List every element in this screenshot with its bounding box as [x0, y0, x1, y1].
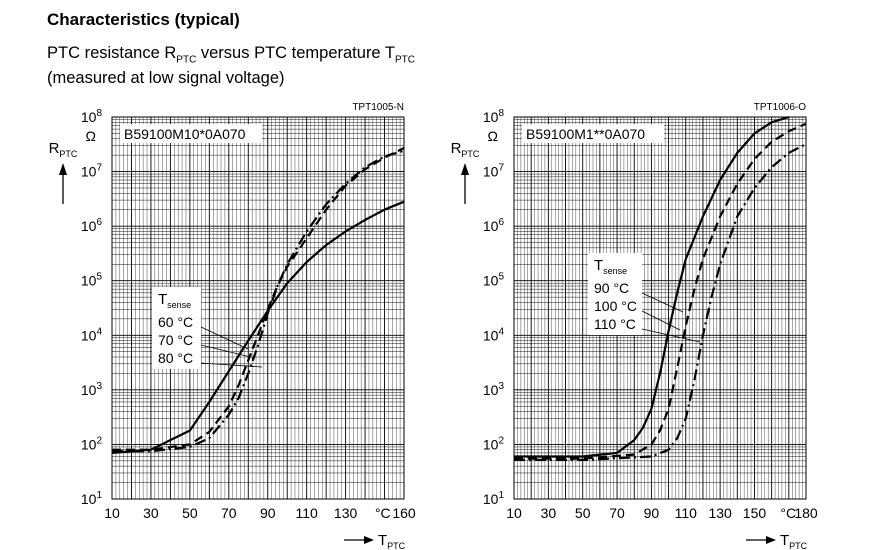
legend-leader-line	[641, 328, 701, 343]
chart-2: B59100M1**0A070 TPT1006-O 101 102 103 104 105 1…	[451, 102, 818, 550]
x-axis-arrow-head	[766, 536, 776, 544]
y-tick-label: 101	[81, 490, 103, 507]
chart-1: B59100M10*0A070 TPT1005-N 101 102 103 104 105 1…	[49, 102, 416, 550]
y-axis-arrow-head	[461, 163, 469, 175]
y-tick-label: 108	[81, 108, 103, 125]
y-tick-label: 107	[483, 163, 505, 180]
part-label-box	[120, 124, 262, 143]
x-tick-label: 10	[104, 505, 120, 521]
legend-entry: 110 °C	[594, 316, 636, 332]
y-tick-label: 102	[81, 435, 103, 452]
y-tick-label: 107	[81, 163, 103, 180]
x-tick-label: 110	[675, 505, 698, 521]
y-tick-label: 104	[483, 326, 505, 343]
series-line-1	[111, 200, 405, 454]
legend-leader-line	[200, 362, 263, 368]
subtitle-subscript: PTC	[176, 54, 197, 66]
x-tick-label: 30	[541, 505, 557, 521]
y-tick-label: 102	[483, 435, 505, 452]
x-tick-label: 90	[644, 505, 660, 521]
legend-leader-line	[641, 310, 681, 331]
part-label: B59100M1**0A070	[526, 126, 645, 142]
y-axis-label: RPTC	[451, 140, 480, 159]
y-axis-label: RPTC	[49, 140, 78, 159]
y-tick-label: 103	[81, 381, 103, 398]
section-heading: Characteristics (typical)	[47, 10, 240, 29]
part-label: B59100M10*0A070	[124, 126, 246, 142]
chart-code: TPT1005-N	[352, 102, 404, 113]
part-label-box	[522, 124, 664, 143]
x-tick-label: 70	[221, 505, 237, 521]
plot-frame	[513, 116, 807, 500]
subtitle-part: versus PTC temperature T	[196, 44, 395, 62]
legend-title: Tsense	[158, 291, 191, 310]
subtitle-subscript: PTC	[394, 54, 415, 66]
y-tick-label: 103	[483, 381, 505, 398]
y-unit-label: Ω	[488, 128, 498, 144]
x-tick-label: 50	[575, 505, 591, 521]
subtitle-part: PTC resistance R	[47, 44, 177, 62]
x-tick-label: 30	[143, 505, 159, 521]
y-tick-label: 104	[81, 326, 103, 343]
legend-title: Tsense	[594, 257, 627, 276]
legend-leader-line	[200, 344, 256, 359]
chart-subtitle-note: (measured at low signal voltage)	[47, 69, 285, 87]
x-tick-label: 110	[296, 505, 319, 521]
legend-entry: 100 °C	[594, 298, 637, 314]
legend-box	[152, 287, 201, 369]
plot-frame	[111, 116, 405, 500]
x-axis-arrow-head	[364, 536, 374, 544]
chart-subtitle: PTC resistance RPTC versus PTC temperatu…	[47, 44, 415, 65]
series-line-3	[112, 149, 405, 453]
series-line-2	[514, 122, 807, 460]
series-line-2	[112, 147, 405, 451]
y-tick-label: 105	[483, 272, 505, 289]
legend-leader-line	[200, 326, 249, 350]
x-tick-label: 70	[609, 505, 625, 521]
y-unit-label: Ω	[86, 128, 96, 144]
legend-box	[588, 253, 642, 335]
chart-code: TPT1006-O	[754, 102, 806, 113]
y-tick-label: 105	[81, 272, 103, 289]
x-tick-label: 180	[794, 505, 818, 521]
x-axis-label: TPTC	[780, 532, 808, 550]
legend-entry: 70 °C	[158, 332, 193, 348]
legend-entry: 90 °C	[594, 280, 629, 296]
series-line-1	[514, 115, 790, 458]
y-tick-label: 106	[483, 217, 505, 234]
x-unit-label: °C	[375, 505, 391, 521]
series-line-3	[514, 143, 807, 461]
y-tick-label: 108	[483, 108, 505, 125]
x-tick-label: 130	[708, 505, 732, 521]
y-tick-label: 106	[81, 217, 103, 234]
y-tick-label: 101	[483, 490, 505, 507]
legend-entry: 60 °C	[158, 314, 193, 330]
x-tick-label: 160	[392, 505, 416, 521]
x-tick-label: 130	[334, 505, 358, 521]
x-tick-label: 90	[260, 505, 276, 521]
x-unit-label: °C	[780, 505, 796, 521]
legend-entry: 80 °C	[158, 350, 193, 366]
x-tick-label: 10	[506, 505, 522, 521]
x-tick-label: 150	[743, 505, 767, 521]
y-axis-arrow-head	[59, 163, 67, 175]
x-axis-label: TPTC	[378, 532, 406, 550]
x-tick-label: 50	[182, 505, 198, 521]
legend-leader-line	[641, 292, 684, 313]
